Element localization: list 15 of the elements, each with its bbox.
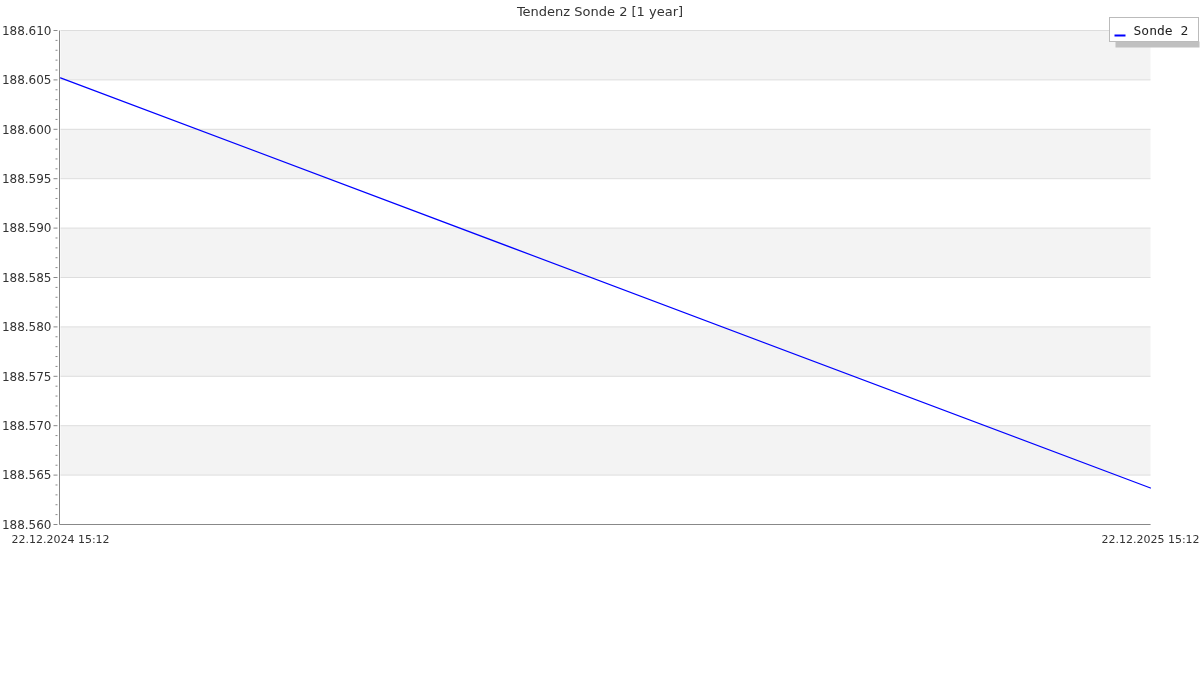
y-tick-label: 188.600 xyxy=(1,122,52,137)
y-tick-label: 188.575 xyxy=(1,369,52,384)
y-tick-label: 188.565 xyxy=(1,468,52,483)
y-tick-label: 188.595 xyxy=(1,171,52,186)
y-tick-label: 188.590 xyxy=(1,221,52,236)
y-tick-label: 188.560 xyxy=(1,517,52,532)
x-tick-label: 22.12.2024 15:12 xyxy=(11,532,110,546)
y-tick-label: 188.610 xyxy=(1,23,52,38)
y-tick-label: 188.580 xyxy=(1,320,52,335)
y-tick-label: 188.570 xyxy=(1,418,52,433)
x-tick-label: 22.12.2025 15:12 xyxy=(1101,532,1200,546)
y-tick-label: 188.585 xyxy=(1,270,52,285)
y-tick-label: 188.605 xyxy=(1,73,52,88)
chart-title: Tendenz Sonde 2 [1 year] xyxy=(515,4,684,19)
legend-label: Sonde 2 xyxy=(1133,22,1189,38)
